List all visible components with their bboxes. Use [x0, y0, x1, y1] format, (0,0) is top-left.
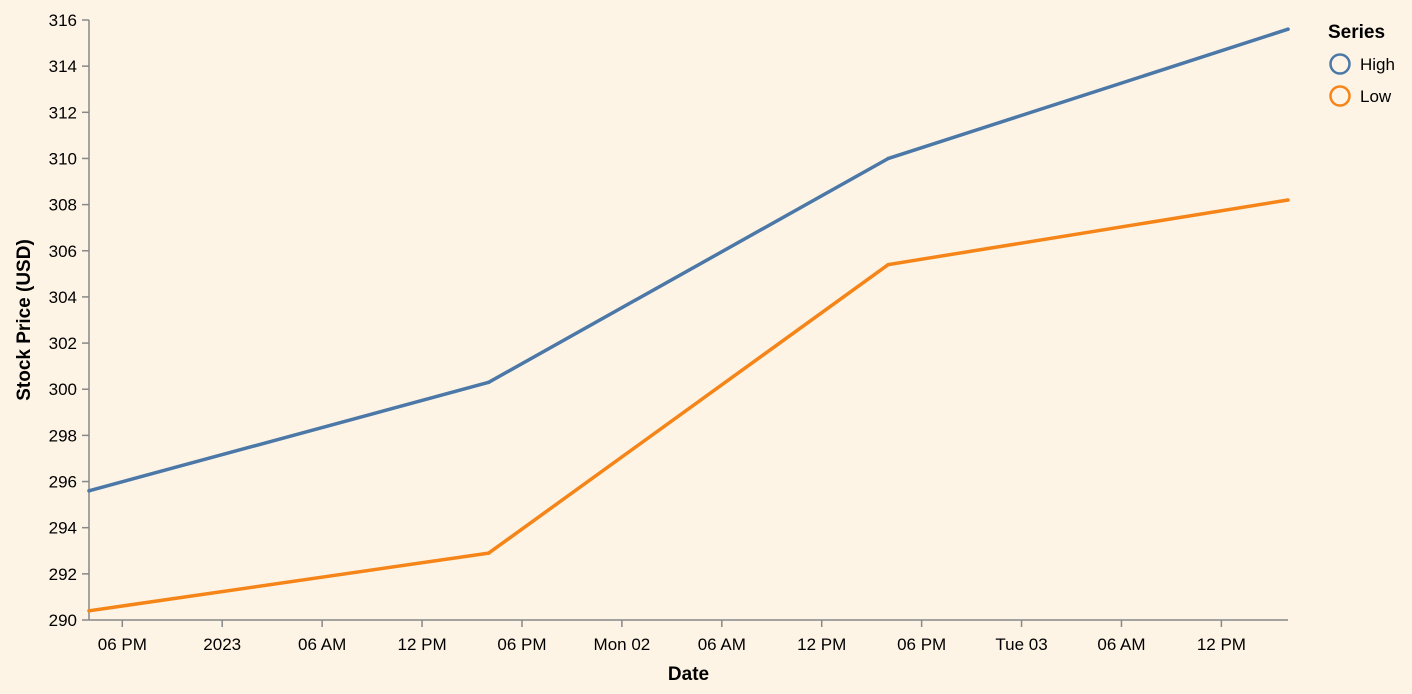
x-axis: 06 PM 2023 06 AM 12 PM 06 PM Mon 02 06 AM 12 PM…	[89, 619, 1288, 654]
y-tick-label: 314	[49, 57, 77, 76]
y-tick-label: 294	[49, 519, 77, 538]
data-point-low	[886, 262, 891, 267]
x-tick-label: 12 PM	[1197, 635, 1246, 654]
data-point-high	[486, 380, 491, 385]
legend-label-high: High	[1360, 55, 1395, 74]
data-point-low	[486, 551, 491, 555]
y-tick-label: 296	[49, 473, 77, 492]
y-tick-label: 302	[49, 334, 77, 353]
y-tick-label: 298	[49, 426, 77, 445]
y-tick-label: 316	[49, 11, 77, 30]
legend-title: Series	[1328, 22, 1385, 43]
x-tick-label: 06 PM	[98, 635, 147, 654]
data-point-high	[886, 156, 891, 161]
y-tick-label: 312	[49, 103, 77, 122]
y-tick-label: 310	[49, 149, 77, 168]
legend-symbol-high	[1329, 53, 1351, 75]
data-point-low	[1286, 198, 1290, 202]
y-tick-label: 300	[49, 380, 77, 399]
legend-symbol-low	[1329, 85, 1351, 107]
y-axis: 290 292 294 296 298 300 302 304 306 308 310 312 314 3…	[49, 11, 90, 630]
x-tick-label: Mon 02	[594, 635, 651, 654]
x-tick-label: 06 AM	[298, 635, 346, 654]
x-tick-label: 06 PM	[497, 635, 546, 654]
legend[interactable]: Series High Low	[1328, 22, 1395, 107]
series-lines	[87, 27, 1290, 613]
x-tick-label: 06 PM	[897, 635, 946, 654]
x-tick-label: 2023	[203, 635, 241, 654]
y-tick-label: 290	[49, 611, 77, 630]
data-point-high	[1286, 27, 1290, 32]
y-tick-label: 292	[49, 565, 77, 584]
series-line-high	[88, 27, 1289, 493]
y-tick-label: 306	[49, 242, 77, 261]
data-point-low	[87, 608, 91, 613]
x-tick-label: 06 AM	[1097, 635, 1145, 654]
data-point-high	[87, 488, 91, 493]
y-tick-label: 308	[49, 196, 77, 215]
legend-label-low: Low	[1360, 87, 1392, 106]
x-tick-label: Tue 03	[995, 635, 1047, 654]
y-axis-title: Stock Price (USD)	[14, 239, 35, 401]
x-tick-label: 12 PM	[797, 635, 846, 654]
x-axis-title: Date	[668, 664, 709, 685]
series-line-low	[88, 198, 1289, 613]
x-tick-label: 06 AM	[698, 635, 746, 654]
x-tick-label: 12 PM	[397, 635, 446, 654]
y-tick-label: 304	[49, 288, 77, 307]
